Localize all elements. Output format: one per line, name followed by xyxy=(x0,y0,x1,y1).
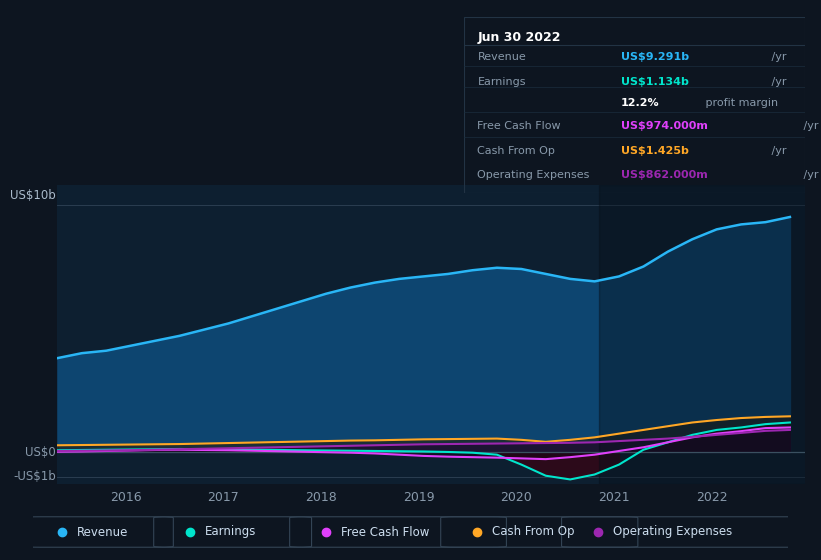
Text: 12.2%: 12.2% xyxy=(621,98,659,108)
Text: US$1.425b: US$1.425b xyxy=(621,146,689,156)
Text: US$10b: US$10b xyxy=(10,189,56,202)
Text: profit margin: profit margin xyxy=(702,98,778,108)
Text: Earnings: Earnings xyxy=(478,77,526,87)
Text: US$0: US$0 xyxy=(25,446,56,459)
Text: Cash From Op: Cash From Op xyxy=(492,525,575,539)
Text: /yr: /yr xyxy=(768,146,787,156)
Text: US$1.134b: US$1.134b xyxy=(621,77,689,87)
Text: Revenue: Revenue xyxy=(76,525,128,539)
Text: /yr: /yr xyxy=(800,170,819,180)
Text: Free Cash Flow: Free Cash Flow xyxy=(478,121,561,131)
Text: Revenue: Revenue xyxy=(478,52,526,62)
Text: US$862.000m: US$862.000m xyxy=(621,170,708,180)
Text: /yr: /yr xyxy=(768,77,787,87)
Text: /yr: /yr xyxy=(768,52,787,62)
Text: Earnings: Earnings xyxy=(205,525,256,539)
Text: Cash From Op: Cash From Op xyxy=(478,146,555,156)
Text: /yr: /yr xyxy=(800,121,819,131)
Text: Free Cash Flow: Free Cash Flow xyxy=(341,525,429,539)
Text: -US$1b: -US$1b xyxy=(13,470,56,483)
Bar xyxy=(599,185,821,484)
Text: Jun 30 2022: Jun 30 2022 xyxy=(478,31,561,44)
Text: Operating Expenses: Operating Expenses xyxy=(613,525,732,539)
Text: US$9.291b: US$9.291b xyxy=(621,52,689,62)
Text: Operating Expenses: Operating Expenses xyxy=(478,170,589,180)
Text: US$974.000m: US$974.000m xyxy=(621,121,708,131)
